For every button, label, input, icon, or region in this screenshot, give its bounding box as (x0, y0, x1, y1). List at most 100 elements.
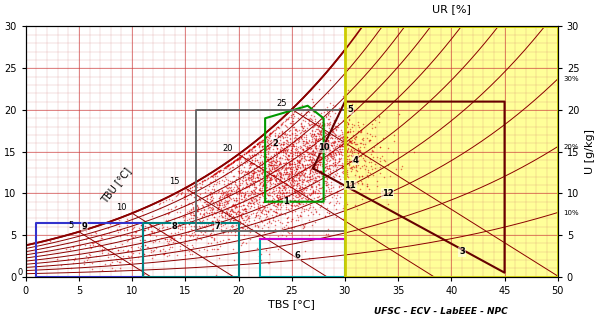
Point (146, 232, 155, 237)
Point (282, 154, 291, 159)
Point (309, 161, 319, 166)
Point (274, 212, 284, 217)
Point (214, 200, 224, 205)
Point (219, 196, 229, 201)
Point (305, 202, 315, 207)
Point (254, 140, 264, 146)
Point (280, 162, 290, 167)
Point (256, 194, 265, 199)
Point (315, 161, 325, 166)
Point (273, 133, 283, 138)
Point (314, 142, 323, 147)
Point (275, 165, 285, 171)
Point (198, 220, 207, 226)
Point (341, 178, 350, 183)
Point (255, 167, 264, 172)
Point (308, 148, 317, 153)
Point (277, 156, 287, 161)
Point (329, 161, 338, 166)
Point (250, 143, 259, 148)
Point (315, 129, 325, 134)
Point (353, 129, 363, 134)
Point (310, 152, 320, 157)
Point (261, 155, 271, 160)
Point (122, 227, 132, 232)
Point (249, 199, 259, 204)
Point (312, 162, 322, 167)
Point (312, 166, 322, 171)
Point (180, 213, 189, 218)
Point (285, 161, 295, 166)
Point (239, 206, 249, 211)
Point (346, 152, 356, 157)
Point (341, 131, 351, 136)
Point (224, 213, 234, 219)
Point (240, 172, 249, 177)
Point (322, 138, 331, 143)
Point (321, 141, 331, 146)
Point (294, 145, 303, 150)
Point (206, 209, 216, 214)
Point (311, 146, 320, 151)
Point (301, 146, 311, 151)
Point (292, 166, 301, 172)
Point (374, 113, 384, 118)
Point (240, 186, 250, 191)
Point (270, 127, 279, 132)
Point (253, 167, 263, 172)
Point (197, 181, 207, 186)
Point (295, 177, 305, 182)
Point (246, 221, 255, 226)
Point (231, 210, 241, 215)
Point (241, 195, 251, 200)
Point (330, 145, 340, 150)
Point (149, 247, 159, 252)
Point (210, 171, 220, 176)
Point (260, 184, 270, 189)
Point (114, 248, 123, 253)
Point (323, 109, 332, 114)
Point (346, 138, 355, 143)
Point (238, 191, 248, 196)
Point (231, 187, 241, 192)
Point (328, 123, 337, 128)
Point (284, 174, 294, 179)
Point (328, 128, 338, 133)
Point (321, 144, 331, 149)
Point (279, 142, 289, 147)
Point (285, 230, 294, 235)
Point (234, 186, 244, 191)
Point (281, 165, 291, 170)
Point (295, 149, 305, 154)
Point (279, 196, 289, 201)
Point (225, 227, 234, 232)
Point (344, 139, 354, 144)
Point (265, 186, 275, 191)
Point (214, 169, 223, 174)
Point (288, 228, 298, 233)
Point (271, 156, 280, 161)
Point (288, 216, 297, 221)
Point (307, 156, 316, 161)
Point (337, 143, 346, 148)
Point (325, 122, 334, 127)
Point (312, 159, 322, 164)
Point (260, 178, 270, 183)
Point (207, 173, 217, 178)
Point (103, 247, 113, 252)
Point (281, 201, 291, 206)
Point (181, 220, 190, 226)
Point (207, 220, 217, 226)
Point (290, 127, 300, 132)
Point (211, 170, 221, 175)
Point (137, 209, 147, 214)
Point (310, 169, 320, 174)
Point (309, 153, 319, 158)
Point (240, 151, 249, 156)
Point (234, 209, 244, 214)
Point (283, 116, 293, 121)
Point (325, 186, 334, 191)
Point (267, 130, 276, 135)
Point (278, 149, 288, 155)
Point (331, 138, 340, 143)
